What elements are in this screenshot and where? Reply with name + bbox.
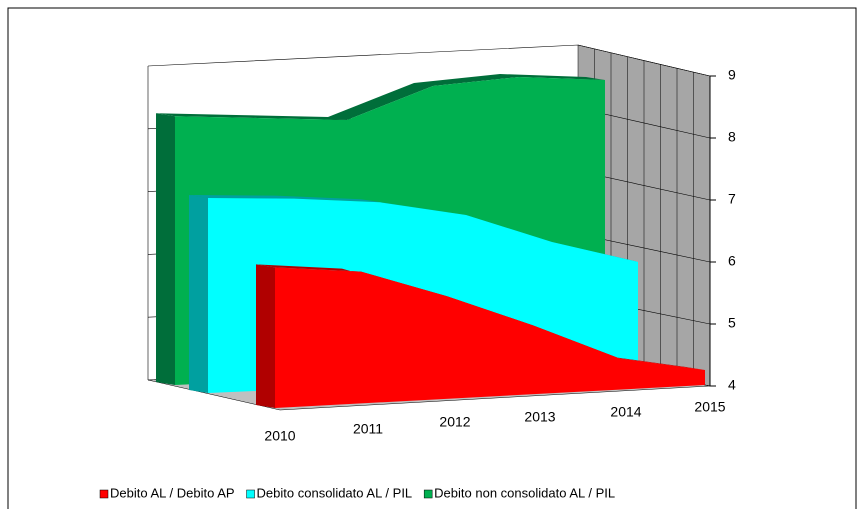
area-top-face xyxy=(156,74,605,120)
y-tick-label: 7 xyxy=(728,191,736,207)
x-tick-label: 2015 xyxy=(694,399,725,415)
x-tick-label: 2010 xyxy=(264,428,295,444)
area xyxy=(275,267,705,408)
area-side-face xyxy=(256,264,275,408)
legend-label: Debito consolidato AL / PIL xyxy=(257,485,413,500)
y-tick-label: 4 xyxy=(728,377,736,393)
y-tick-label: 9 xyxy=(728,67,736,83)
legend-label: Debito non consolidato AL / PIL xyxy=(434,485,615,500)
y-tick-label: 8 xyxy=(728,129,736,145)
area-side-face xyxy=(156,113,175,385)
area-side-face xyxy=(189,195,208,393)
legend-swatch xyxy=(423,489,433,499)
legend-swatch xyxy=(246,489,255,499)
legend-label: Debito AL / Debito AP xyxy=(110,485,235,500)
x-tick-label: 2013 xyxy=(524,409,555,425)
x-tick-label: 2011 xyxy=(353,421,383,437)
x-tick-label: 2012 xyxy=(439,414,470,430)
y-tick-label: 6 xyxy=(728,253,736,269)
x-tick-label: 2014 xyxy=(610,404,641,420)
y-tick-label: 5 xyxy=(728,315,736,331)
grid-line xyxy=(147,44,711,77)
legend-swatch xyxy=(99,489,109,499)
